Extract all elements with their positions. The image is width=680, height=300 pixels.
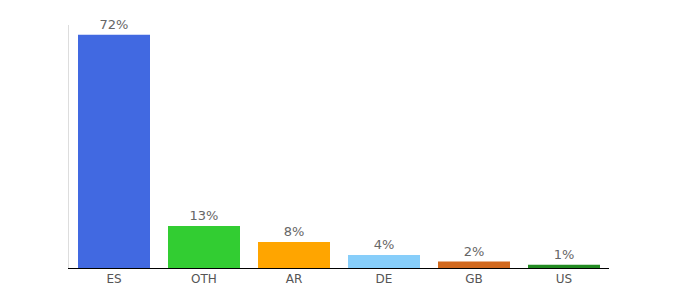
- svg-text:4%: 4%: [374, 237, 395, 252]
- svg-text:ES: ES: [106, 272, 121, 286]
- svg-text:GB: GB: [465, 272, 483, 286]
- svg-text:13%: 13%: [190, 208, 219, 223]
- svg-text:DE: DE: [376, 272, 393, 286]
- svg-text:AR: AR: [286, 272, 303, 286]
- svg-text:72%: 72%: [100, 17, 129, 32]
- svg-text:US: US: [556, 272, 572, 286]
- svg-text:1%: 1%: [554, 247, 575, 262]
- svg-text:2%: 2%: [464, 244, 485, 259]
- svg-text:OTH: OTH: [191, 272, 217, 286]
- svg-text:8%: 8%: [284, 224, 305, 239]
